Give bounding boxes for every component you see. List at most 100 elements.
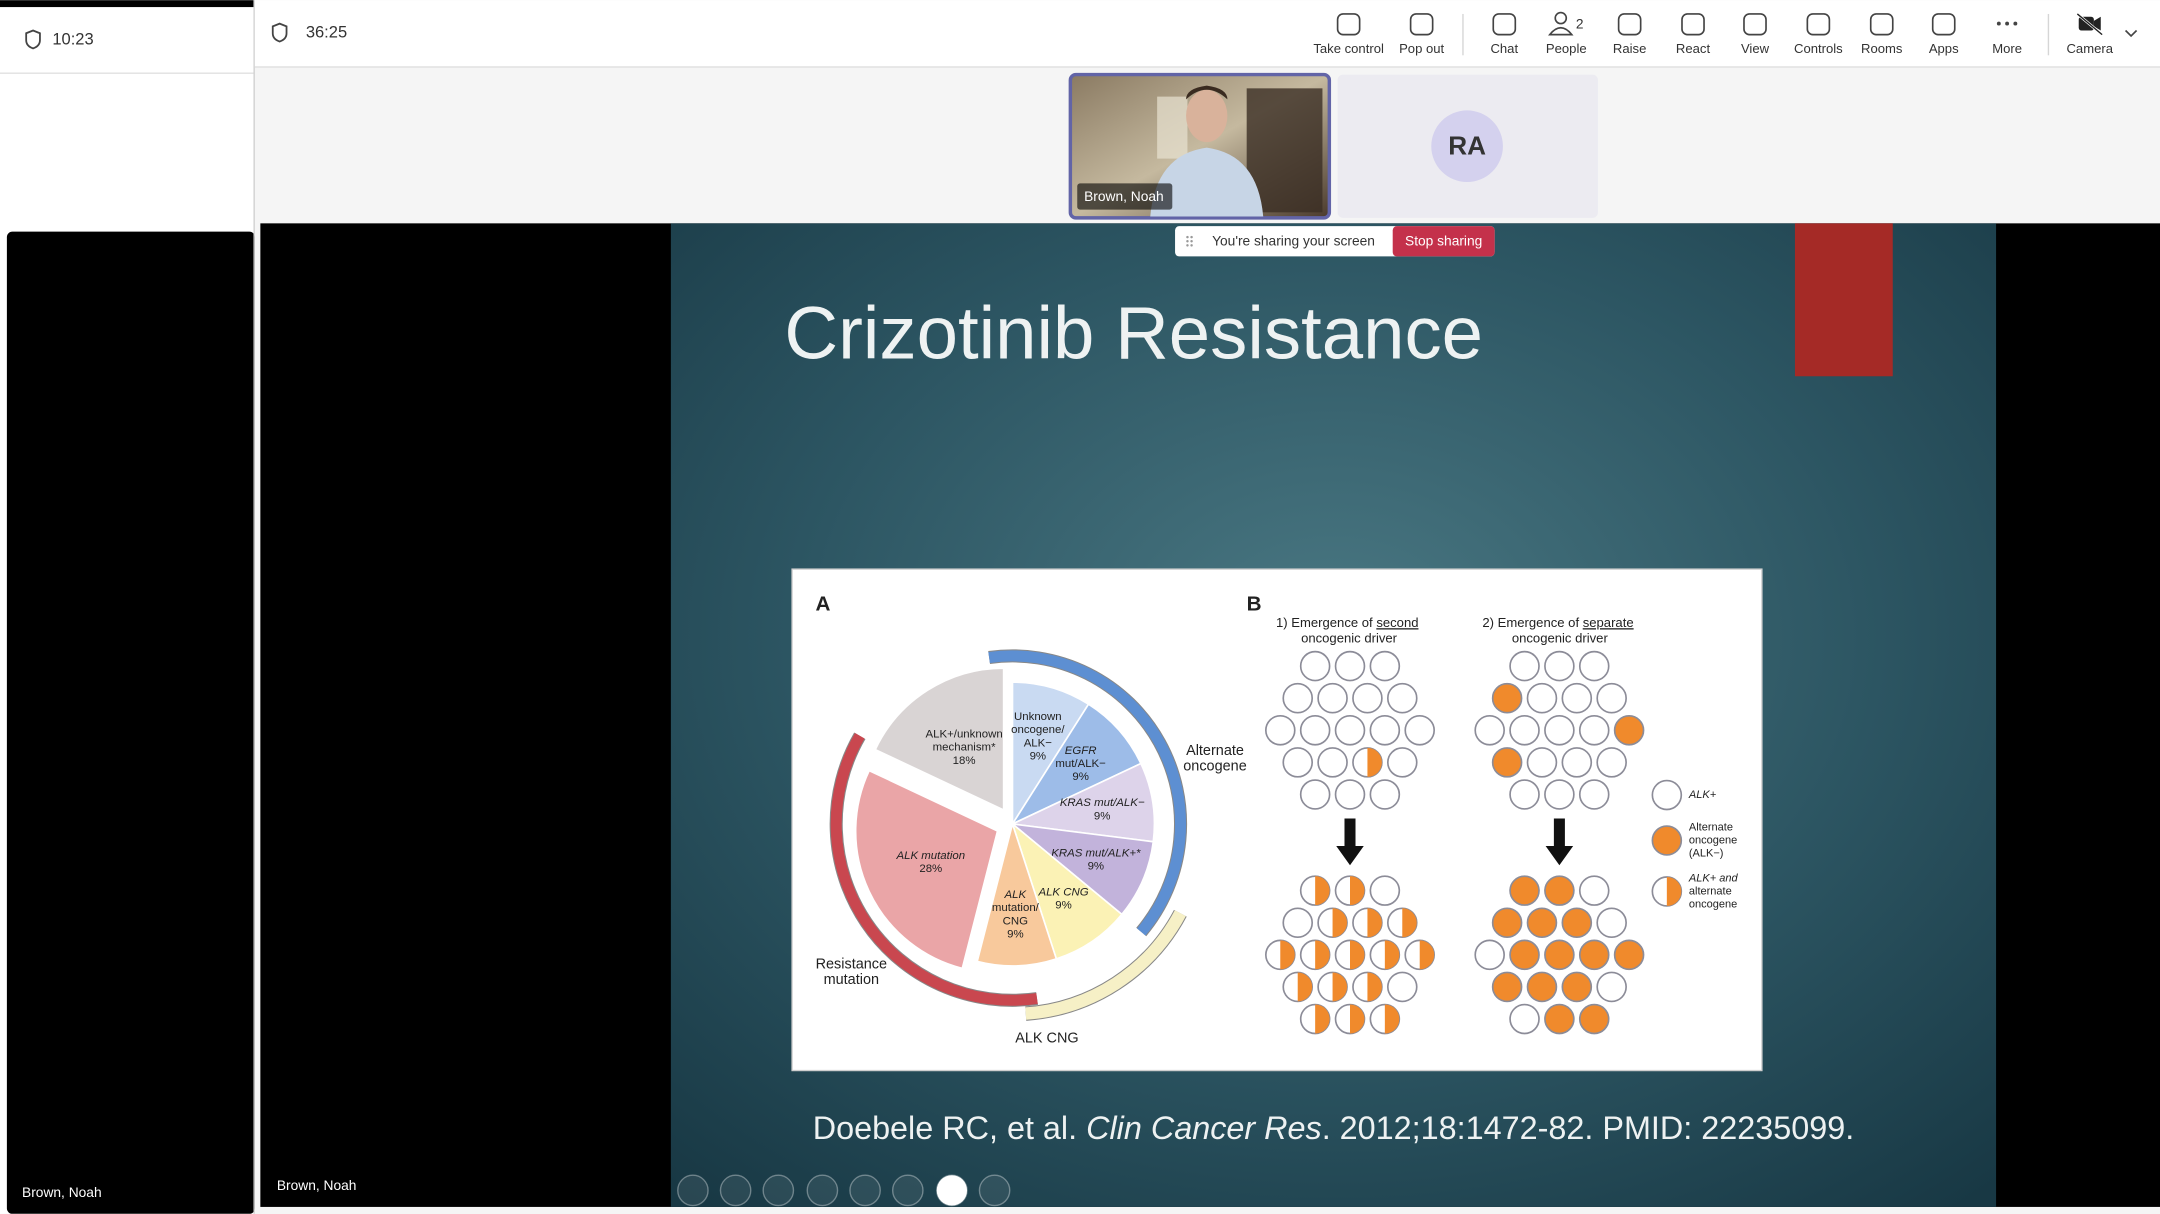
camera-options-chevron[interactable]	[2124, 29, 2138, 38]
slice-label: Unknown	[1014, 711, 1062, 723]
toolbar-label[interactable]: Chat	[1490, 41, 1518, 56]
cell	[1369, 715, 1401, 746]
person-hair	[1186, 85, 1228, 100]
toolbar-label[interactable]: Rooms	[1861, 41, 1903, 56]
cell-half	[1402, 908, 1417, 938]
cell	[1282, 747, 1314, 778]
slice-value-label: 9%	[1094, 810, 1111, 822]
toolbar-icon[interactable]	[1409, 13, 1434, 36]
slide-control[interactable]	[806, 1174, 839, 1207]
cell	[1526, 682, 1558, 714]
cell	[1578, 650, 1610, 682]
slide-control[interactable]	[891, 1174, 924, 1207]
slide-control[interactable]	[978, 1174, 1011, 1207]
cell-half	[1666, 877, 1682, 906]
toolbar-label[interactable]: View	[1741, 41, 1770, 56]
bracket-arc	[988, 650, 1187, 936]
cell-half	[1350, 940, 1365, 970]
stop-sharing-label[interactable]: Stop sharing	[1405, 234, 1482, 249]
slide-controls	[677, 1174, 1011, 1207]
toolbar-icon[interactable]	[1492, 13, 1517, 36]
cell-half	[1419, 940, 1435, 970]
people-count[interactable]: 2	[1576, 17, 1584, 32]
person-face	[1186, 89, 1228, 143]
toolbar-label[interactable]: Raise	[1613, 41, 1646, 56]
cell	[1386, 971, 1418, 1003]
cell	[1578, 1003, 1610, 1035]
pie-slice	[1010, 703, 1142, 826]
cell	[1317, 747, 1348, 778]
person-shirt	[1150, 147, 1264, 217]
legend-label: oncogene	[1689, 898, 1737, 910]
arc-label: ALK CNG	[1015, 1031, 1078, 1047]
camera-icon[interactable]	[2078, 16, 2094, 31]
scenario-title: 1) Emergence of second oncogenic driver	[1276, 616, 1419, 646]
toolbar-icon[interactable]	[1743, 13, 1767, 36]
toolbar-button[interactable]: Chat	[1474, 6, 1535, 61]
toolbar-button[interactable]: Camera	[2059, 6, 2120, 61]
people-icon[interactable]	[1548, 26, 1574, 36]
toolbar-button[interactable]: More	[1977, 6, 2038, 61]
pie-slice	[874, 667, 1005, 812]
pie-slice	[1011, 681, 1090, 827]
cell	[1596, 747, 1627, 778]
cell	[1404, 715, 1435, 746]
cell	[1369, 779, 1401, 810]
slide-control[interactable]	[677, 1174, 709, 1207]
meeting-header	[254, 0, 2160, 67]
toolbar-icon[interactable]	[1806, 13, 1831, 36]
toolbar-button[interactable]: Raise	[1599, 6, 1660, 61]
toolbar-label[interactable]: Controls	[1794, 41, 1843, 56]
toolbar-button[interactable]: Apps	[1913, 6, 1974, 61]
slice-label: oncogene/	[1011, 724, 1065, 736]
more-icon[interactable]	[2005, 21, 2010, 26]
toolbar-button[interactable]: Pop out	[1391, 6, 1452, 61]
legend-label: (ALK−)	[1689, 847, 1724, 859]
toolbar-icon[interactable]	[1336, 13, 1361, 36]
toolbar-icon[interactable]	[1681, 13, 1705, 36]
citation-part: . 2012;18:1472-82. PMID: 22235099.	[1322, 1109, 1855, 1145]
scenario-text: oncogenic driver	[1508, 631, 1608, 646]
toolbar-icon[interactable]	[1931, 13, 1956, 36]
slide-control[interactable]	[719, 1174, 752, 1207]
toolbar-button[interactable]: Take control	[1313, 6, 1384, 61]
toolbar-icon[interactable]	[1869, 13, 1894, 36]
slice-label: ALK+/unknown	[926, 729, 1003, 741]
toolbar-icon[interactable]	[1617, 13, 1642, 36]
stop-sharing-button[interactable]	[1392, 226, 1495, 257]
slice-label: KRAS mut/ALK+*	[1051, 848, 1141, 860]
cell	[1509, 650, 1540, 682]
more-icon[interactable]	[2013, 21, 2018, 26]
toolbar-button[interactable]: React	[1663, 6, 1724, 61]
video-tile-name: Brown, Noah	[1084, 189, 1164, 204]
slide-control[interactable]	[762, 1174, 795, 1207]
panel-a-label: A	[816, 592, 831, 615]
more-icon[interactable]	[1996, 21, 2001, 26]
toolbar-button[interactable]: Controls	[1788, 6, 1849, 61]
toolbar-label[interactable]: People	[1546, 41, 1587, 56]
camera-icon[interactable]	[2093, 16, 2101, 31]
cell	[1561, 682, 1593, 714]
legend-label: oncogene	[1689, 834, 1737, 846]
toolbar-label[interactable]: Pop out	[1399, 41, 1444, 56]
slide-citation: Doebele RC, et al. Clin Cancer Res. 2012…	[813, 1109, 1855, 1145]
slice-value-label: 18%	[953, 755, 976, 767]
cell	[1282, 907, 1314, 939]
cell	[1526, 747, 1558, 778]
slide-control[interactable]	[936, 1174, 968, 1207]
toolbar-button[interactable]: Rooms	[1851, 6, 1912, 61]
toolbar-label[interactable]: Apps	[1929, 41, 1959, 56]
toolbar-label[interactable]: Take control	[1313, 41, 1384, 56]
cell	[1317, 682, 1348, 714]
toolbar-label[interactable]: React	[1676, 41, 1711, 56]
cell	[1561, 747, 1593, 778]
toolbar-button[interactable]: View	[1725, 6, 1786, 61]
people-icon[interactable]	[1554, 11, 1568, 25]
toolbar-button[interactable]: 2 People	[1536, 6, 1597, 61]
camera-off-slash[interactable]	[2076, 13, 2103, 36]
scenario-text: 1) Emergence of	[1276, 616, 1376, 631]
toolbar-label[interactable]: More	[1992, 41, 2022, 56]
slide-control[interactable]	[849, 1174, 881, 1207]
toolbar-label[interactable]: Camera	[2066, 41, 2113, 56]
background-shelf	[1246, 88, 1323, 213]
